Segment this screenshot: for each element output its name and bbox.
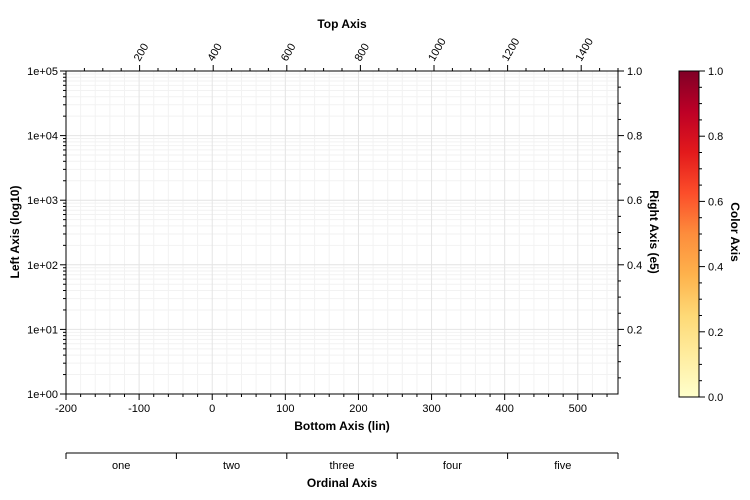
color-axis-title: Color Axis [728,202,742,262]
left-tick-label: 1e+02 [27,260,58,272]
color-tick-label: 0.4 [708,262,723,274]
color-axis: 0.0 0.2 0.4 0.6 0.8 1.0 [678,66,723,404]
color-tick-label: 1.0 [708,66,723,78]
top-axis-title: Top Axis [317,17,367,31]
plot-area [65,70,619,395]
bottom-axis-title: Bottom Axis (lin) [294,419,390,433]
bottom-tick-label: 100 [276,403,294,415]
color-tick-label: 0.8 [708,131,723,143]
right-tick-label: 1.0 [627,66,642,78]
bottom-tick-label: 400 [495,403,513,415]
top-tick-label: 600 [279,42,299,64]
left-axis-title: Left Axis (log10) [8,186,22,279]
color-tick-label: 0.6 [708,196,723,208]
ordinal-category-label: two [223,460,240,472]
left-tick-label: 1e+03 [27,195,58,207]
top-tick-label: 1000 [426,36,449,63]
right-axis-title: Right Axis (e5) [647,190,661,274]
ordinal-axis: one two three four five [65,452,619,472]
right-tick-label: 0.2 [627,324,642,336]
ordinal-category-label: four [443,460,462,472]
left-tick-label: 1e+00 [27,389,58,401]
ordinal-category-label: five [554,460,571,472]
top-tick-label: 400 [205,42,225,64]
bottom-axis: -200 -100 0 100 200 300 400 500 [55,394,608,415]
left-tick-label: 1e+04 [27,131,58,143]
left-tick-label: 1e+05 [27,66,58,78]
grid [65,70,618,395]
top-tick-label: 1400 [573,36,596,63]
ordinal-category-label: three [329,460,354,472]
right-axis: 0.2 0.4 0.6 0.8 1.0 [618,66,642,379]
bottom-tick-label: 0 [209,403,215,415]
bottom-tick-label: 300 [422,403,440,415]
bottom-tick-label: 500 [569,403,587,415]
bottom-tick-label: -100 [128,403,150,415]
color-tick-label: 0.0 [708,392,723,404]
ordinal-category-label: one [112,460,130,472]
ordinal-axis-title: Ordinal Axis [307,476,378,490]
left-tick-label: 1e+01 [27,324,58,336]
colorbar [678,70,700,398]
right-tick-label: 0.8 [627,131,642,143]
bottom-tick-label: 200 [349,403,367,415]
right-tick-label: 0.4 [627,260,642,272]
bottom-tick-label: -200 [55,403,77,415]
top-tick-label: 200 [132,42,152,64]
top-tick-label: 800 [353,42,373,64]
top-tick-label: 1200 [500,36,523,63]
right-tick-label: 0.6 [627,195,642,207]
left-axis: 1e+00 1e+01 1e+02 1e+03 1e+04 1e+05 [27,66,66,401]
color-tick-label: 0.2 [708,327,723,339]
top-axis: 200 400 600 800 1000 1200 1400 [83,36,619,71]
